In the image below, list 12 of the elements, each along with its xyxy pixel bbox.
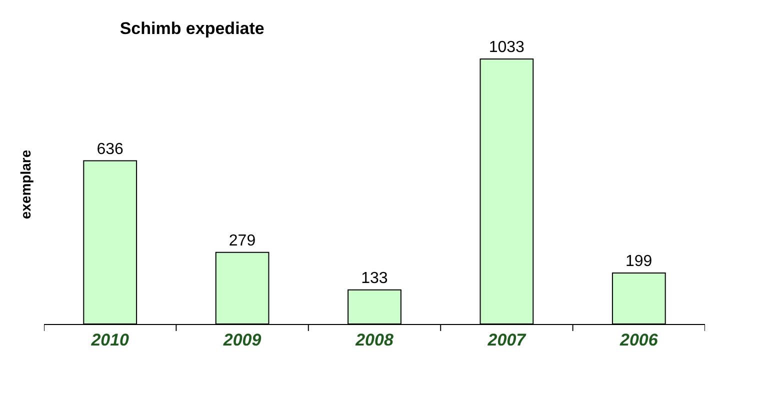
x-tick-label: 2009 [222, 330, 262, 350]
x-tick-label: 2006 [618, 330, 658, 350]
data-label: 636 [96, 140, 124, 158]
y-axis-title: exemplare [18, 150, 34, 220]
x-tick-label: 2010 [90, 330, 130, 350]
chart-title: Schimb expediate [120, 19, 264, 38]
x-tick-label: 2008 [354, 330, 394, 350]
data-label: 279 [228, 232, 256, 250]
data-label: 133 [361, 270, 388, 287]
data-label: 1033 [488, 38, 525, 56]
data-label: 199 [626, 252, 652, 270]
x-tick-label: 2007 [486, 330, 528, 350]
